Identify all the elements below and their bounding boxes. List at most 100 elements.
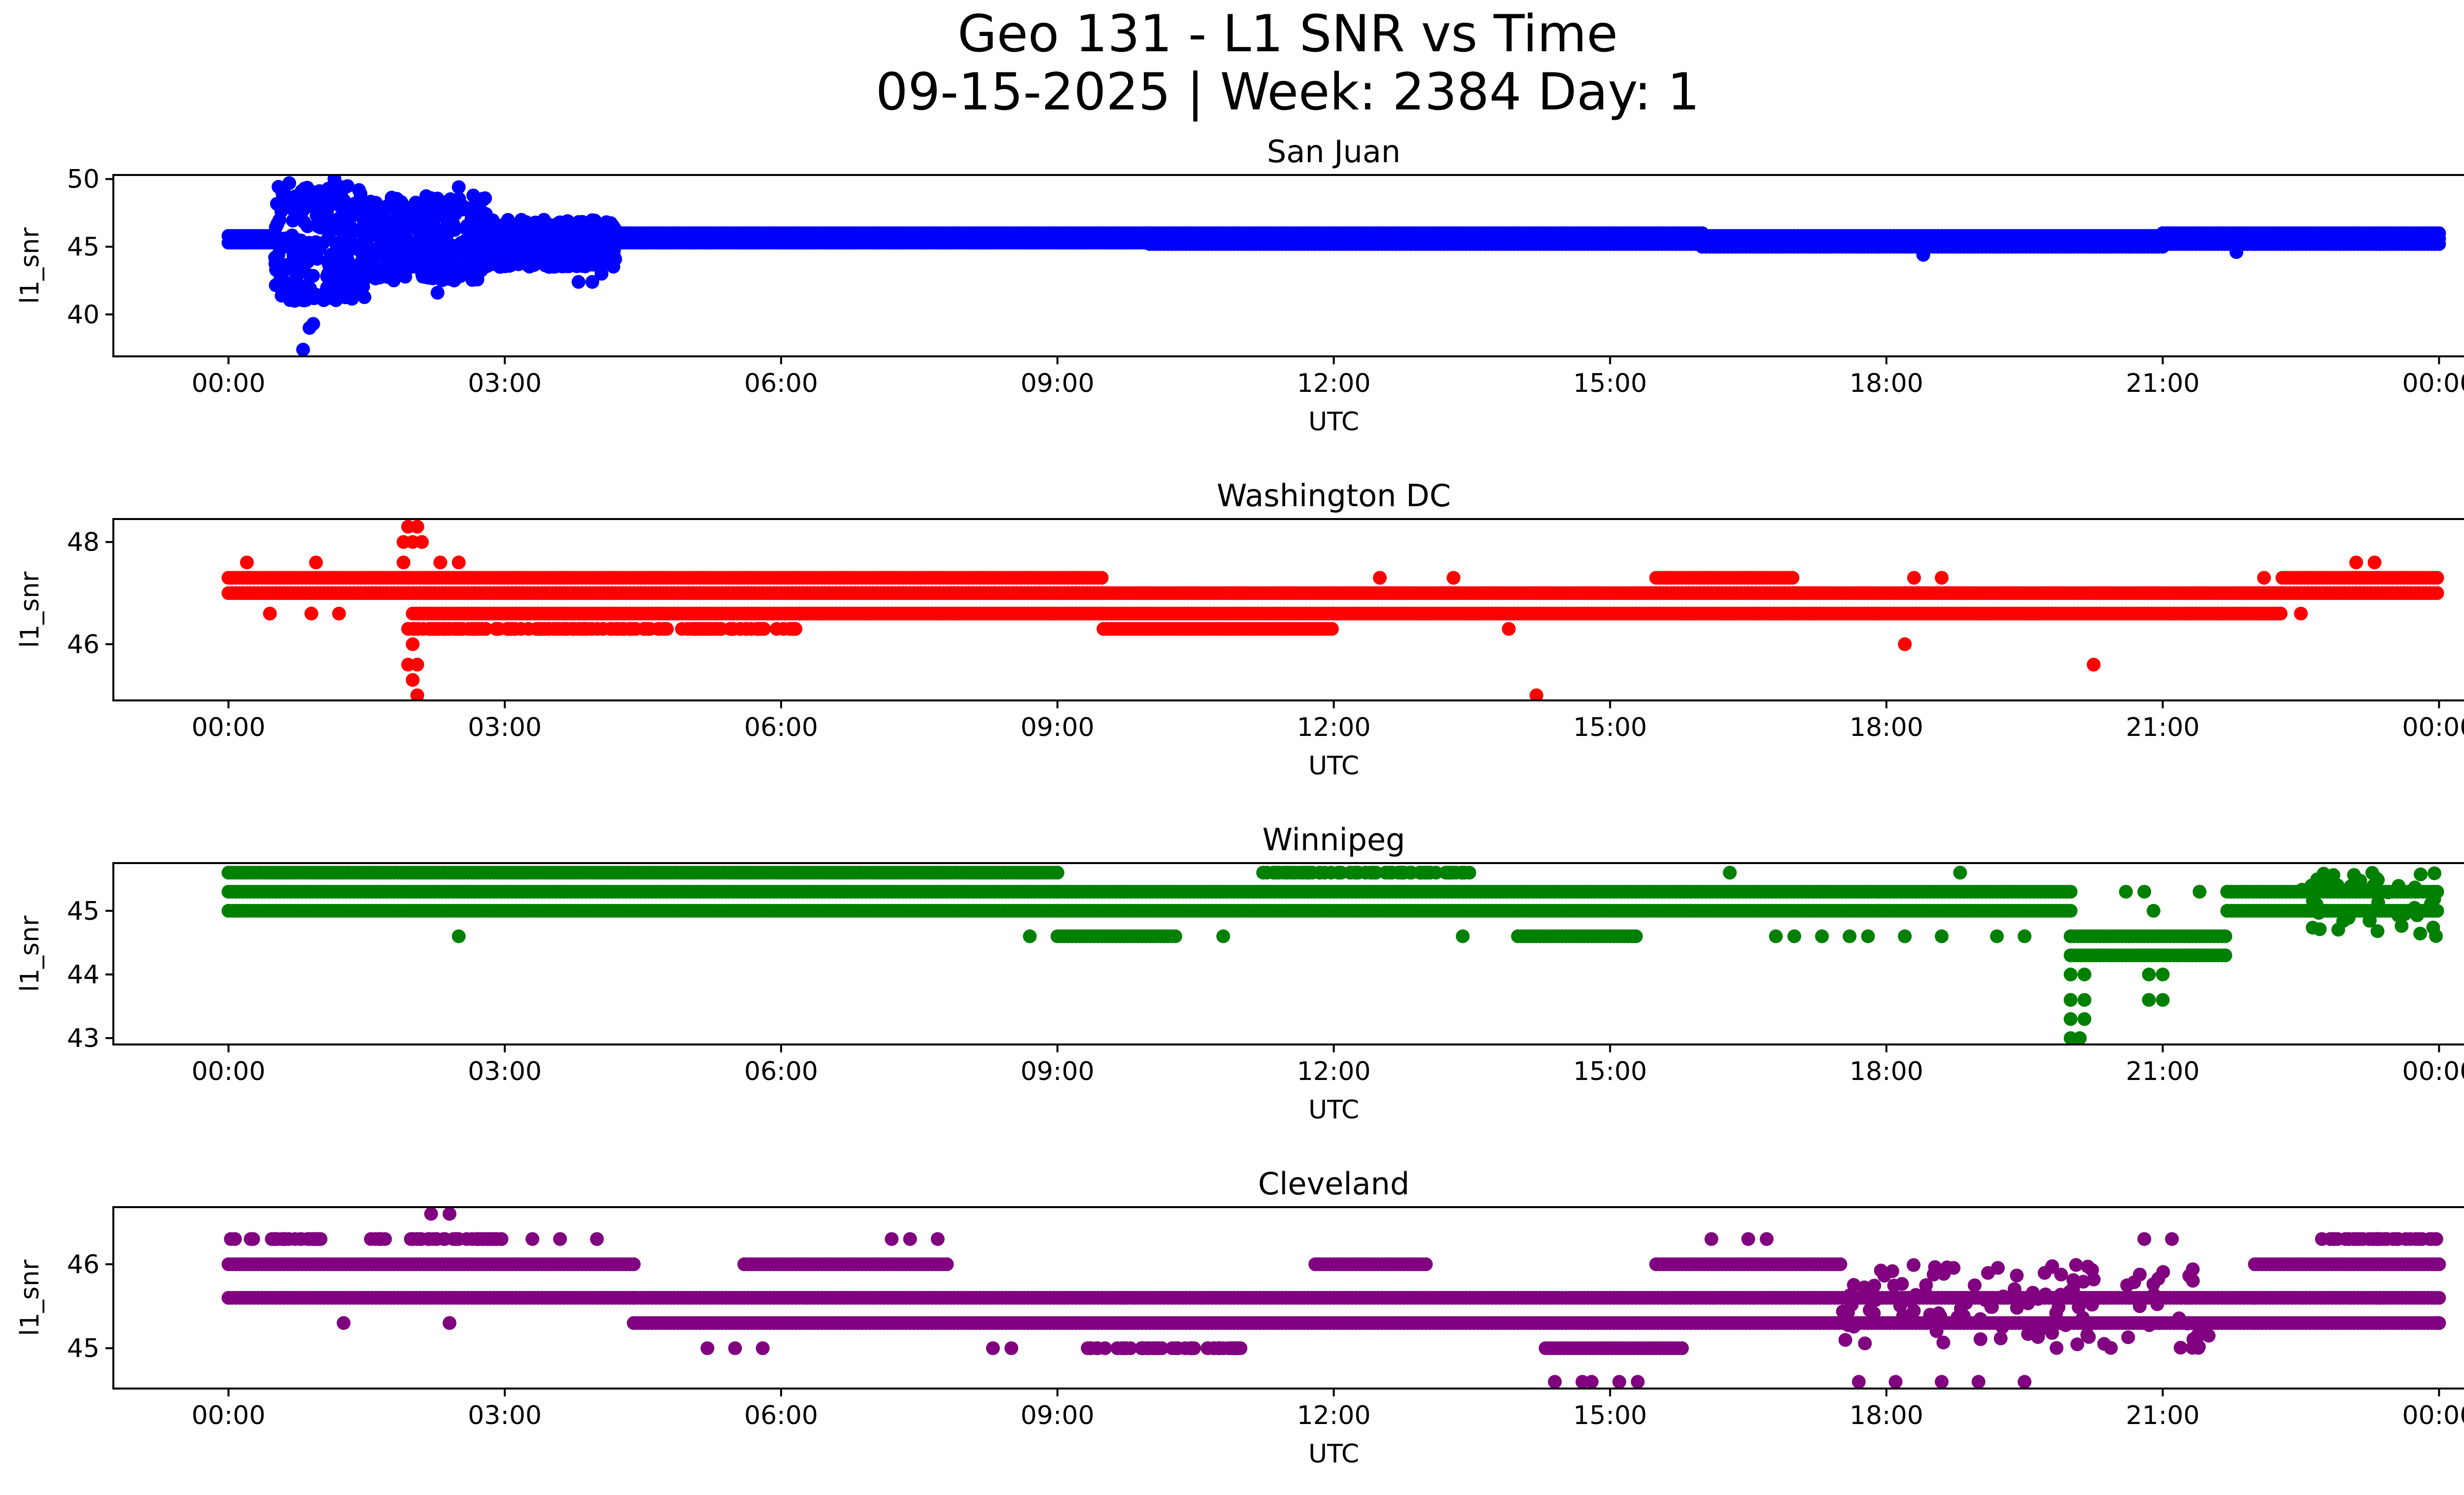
data-point <box>345 292 359 306</box>
x-tick-label: 09:00 <box>1021 369 1095 398</box>
data-point <box>352 183 366 197</box>
data-point <box>1446 571 1461 585</box>
data-point <box>456 200 471 214</box>
data-point <box>369 263 383 278</box>
data-point <box>454 269 468 283</box>
data-point <box>436 622 450 636</box>
data-point <box>522 219 536 233</box>
data-point <box>770 622 784 636</box>
data-point <box>301 255 315 269</box>
data-point <box>571 275 585 289</box>
data-point <box>2432 226 2446 241</box>
x-tick-label: 06:00 <box>744 713 818 742</box>
data-point <box>321 192 336 206</box>
x-tick-label: 09:00 <box>1021 713 1095 742</box>
data-point <box>303 281 317 295</box>
data-point <box>282 176 296 190</box>
data-point <box>482 246 496 260</box>
data-point <box>389 238 403 252</box>
data-point <box>286 248 301 263</box>
data-point <box>468 229 482 243</box>
data-point <box>274 278 288 292</box>
data-point <box>341 200 355 214</box>
data-point <box>653 622 667 636</box>
data-point <box>605 249 619 264</box>
x-tick-label: 21:00 <box>2126 713 2200 742</box>
data-point <box>2294 606 2308 621</box>
data-point <box>323 264 337 278</box>
data-point <box>362 221 376 236</box>
data-point <box>381 251 395 265</box>
data-point <box>387 273 401 287</box>
data-point <box>585 275 599 289</box>
data-point <box>394 195 409 209</box>
data-point <box>296 203 310 217</box>
data-point <box>489 622 503 636</box>
y-axis-label: l1_snr <box>15 227 45 304</box>
data-marks <box>221 866 2444 1044</box>
data-point <box>336 282 350 297</box>
x-tick-label: 15:00 <box>1573 713 1647 742</box>
data-point <box>594 267 609 281</box>
data-point <box>585 622 599 636</box>
data-point <box>435 273 449 287</box>
data-point <box>541 622 555 636</box>
data-point <box>410 658 424 672</box>
data-point <box>594 229 608 243</box>
data-point <box>675 622 689 636</box>
data-point <box>537 212 551 227</box>
data-point <box>296 343 310 356</box>
data-point <box>320 203 334 217</box>
data-point <box>352 204 367 218</box>
data-point <box>306 193 320 207</box>
data-point <box>332 187 346 201</box>
x-tick-label: 03:00 <box>468 713 542 742</box>
data-point <box>499 221 513 236</box>
data-point <box>408 236 422 250</box>
data-point <box>309 556 323 570</box>
y-tick-label: 48 <box>67 528 100 557</box>
subplot-3: 00:00 03:00 06:00 09:00 12:00 15:00 18:00 21:00… <box>15 822 2464 1125</box>
data-point <box>446 217 460 231</box>
data-point <box>2229 245 2244 259</box>
data-point <box>376 225 391 239</box>
x-tick-label: 15:00 <box>1573 369 1647 398</box>
data-point <box>483 230 497 244</box>
data-point <box>398 270 412 284</box>
data-point <box>2430 571 2444 585</box>
x-axis-label: UTC <box>1308 751 1359 781</box>
data-point <box>1373 571 1387 585</box>
figure-title: Geo 131 - L1 SNR vs Time 09-15-2025 | We… <box>0 5 2464 122</box>
y-tick-label: 50 <box>67 165 100 194</box>
data-point <box>605 224 619 238</box>
data-point <box>430 285 445 300</box>
data-point <box>280 231 295 245</box>
data-point <box>507 241 521 255</box>
data-point <box>1095 571 1109 585</box>
data-point <box>288 294 302 308</box>
data-point <box>303 321 317 335</box>
data-point <box>733 622 747 636</box>
data-point <box>1325 622 1339 636</box>
data-point <box>560 622 574 636</box>
data-marks <box>221 520 2444 700</box>
data-point <box>2430 586 2444 600</box>
x-tick-label: 00:00 <box>2402 369 2464 398</box>
x-tick-label: 03:00 <box>468 369 542 398</box>
data-point <box>406 673 420 687</box>
data-point <box>1658 571 1673 585</box>
data-point <box>455 246 470 261</box>
x-tick-label: 00:00 <box>192 369 266 398</box>
data-point <box>697 622 712 636</box>
data-point <box>754 622 769 636</box>
data-point <box>451 556 466 570</box>
x-tick-label: 12:00 <box>1297 369 1371 398</box>
data-point <box>2349 556 2363 570</box>
data-point <box>1216 622 1231 636</box>
x-tick-label: 21:00 <box>2126 369 2200 398</box>
data-point <box>493 243 507 258</box>
figure-title-line1: Geo 131 - L1 SNR vs Time <box>957 4 1618 64</box>
data-point <box>1916 248 1930 262</box>
data-point <box>686 622 700 636</box>
data-point <box>415 535 429 549</box>
